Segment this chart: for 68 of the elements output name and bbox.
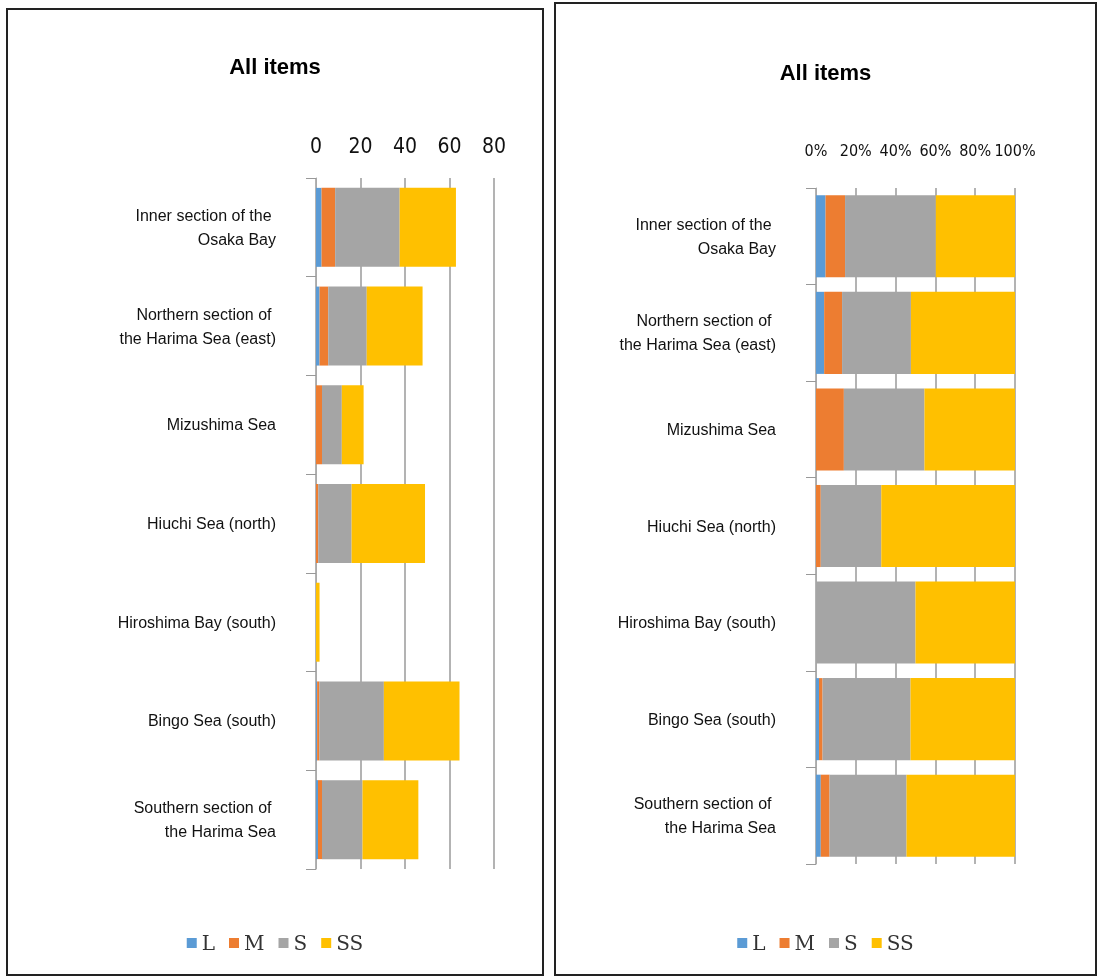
y-tick-label: Mizushima Sea [166,416,277,434]
legend-label: S [293,931,308,955]
x-tick-label: 60% [919,140,952,160]
legend-label: SS [336,931,364,955]
x-tick-label: 20 [348,133,373,158]
bar [825,195,846,278]
bar [924,388,1015,471]
legend-label: L [201,931,216,955]
legend-label: M [244,931,265,955]
x-tick-label: 40 [392,133,418,158]
bar [351,484,426,563]
bar [816,484,821,568]
bar [319,286,329,366]
bar [816,291,825,374]
y-tick-label: Bingo Sea (south) [147,712,276,730]
y-tick-label: Inner section of the Osaka Bay [635,215,776,257]
bar [824,291,843,374]
x-tick-label: 60 [437,133,462,158]
y-tick-label: Northern section of the Harima Sea (east) [619,312,776,354]
bar [881,484,1015,568]
chart-title: All items [779,59,872,85]
bar [362,780,419,860]
bar [318,484,352,563]
bar [818,678,823,761]
y-tick-label: Southern section of the Harima Sea [133,799,277,841]
x-tick-label: 20% [839,140,872,160]
bar [316,484,319,563]
y-tick-label: Hiuchi Sea (north) [647,517,776,535]
bar [910,678,1015,761]
x-tick-label: 0 [309,133,323,158]
bar [316,582,320,662]
legend-label: M [794,931,816,955]
y-tick-label: Hiroshima Bay (south) [117,613,276,631]
legend-label: SS [886,931,914,955]
bar [915,581,1015,664]
bar [816,678,819,761]
y-tick-label: Bingo Sea (south) [647,710,776,728]
y-tick-label: Northern section of the Harima Sea (east) [119,305,276,347]
bar [816,195,826,278]
bar [316,385,323,465]
bar [322,385,342,465]
y-tick-label: Southern section of the Harima Sea [633,795,777,837]
x-tick-label: 0% [804,140,828,160]
legend-label: S [844,931,858,955]
bar [316,187,322,267]
legend-label: L [752,931,766,955]
x-tick-label: 80 [481,133,507,158]
bar [399,187,456,267]
bar [383,681,460,761]
y-tick-label: Inner section of the Osaka Bay [135,206,276,248]
bar [910,291,1015,374]
x-tick-label: 80% [959,140,992,160]
y-tick-label: Hiroshima Bay (south) [617,614,776,632]
bar [316,286,320,366]
x-tick-label: 40% [879,140,912,160]
bar [318,780,323,860]
bar [820,774,830,857]
bar [906,774,1015,857]
chart-title: All items [229,53,321,79]
y-tick-label: Hiuchi Sea (north) [147,515,276,532]
bar [341,385,364,465]
bar [935,195,1015,278]
y-tick-label: Mizushima Sea [666,420,777,438]
bar [321,187,336,267]
bar [816,388,844,471]
bar [816,774,821,857]
bar [366,286,423,366]
x-tick-label: 100% [994,140,1036,160]
